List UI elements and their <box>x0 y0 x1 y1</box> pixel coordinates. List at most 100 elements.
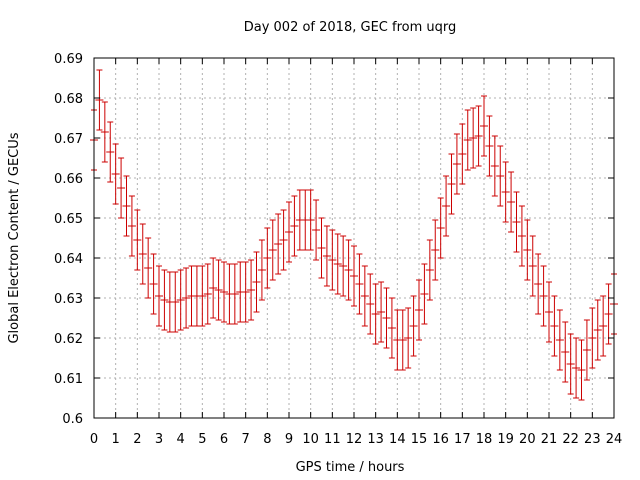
data-point <box>209 257 218 319</box>
x-tick-label: 14 <box>389 432 406 447</box>
data-point <box>507 171 516 233</box>
data-point <box>463 109 472 171</box>
data-point <box>534 253 543 315</box>
data-point <box>415 279 423 341</box>
data-point <box>501 161 510 223</box>
data-point <box>155 265 163 327</box>
data-point <box>398 309 407 371</box>
data-point <box>550 295 559 357</box>
data-point <box>160 269 169 331</box>
x-tick-label: 19 <box>497 432 514 447</box>
y-tick-label: 0.64 <box>54 252 83 267</box>
data-point <box>523 219 532 281</box>
data-point <box>474 105 483 167</box>
data-point <box>572 337 581 399</box>
data-point <box>290 195 299 257</box>
x-tick-label: 2 <box>133 432 141 447</box>
data-point <box>127 195 136 257</box>
data-point <box>539 265 548 327</box>
y-tick-label: 0.67 <box>54 132 83 147</box>
data-point <box>512 191 521 253</box>
data-point <box>106 121 115 183</box>
data-point <box>274 213 283 275</box>
y-tick-label: 0.62 <box>54 332 83 347</box>
y-tick-label: 0.68 <box>54 92 83 107</box>
x-tick-label: 7 <box>242 432 250 447</box>
data-point <box>225 263 234 325</box>
data-point <box>198 265 207 327</box>
x-tick-label: 20 <box>519 432 536 447</box>
data-point <box>111 143 120 205</box>
data-point <box>490 135 499 197</box>
data-point <box>425 239 434 301</box>
data-point <box>117 157 126 219</box>
chart-title: Day 002 of 2018, GEC from uqrg <box>244 20 457 35</box>
data-point <box>545 281 553 343</box>
x-tick-label: 8 <box>263 432 271 447</box>
data-point <box>149 253 158 315</box>
data-point <box>344 239 353 301</box>
data-point <box>604 283 613 345</box>
data-point <box>306 189 315 251</box>
data-point <box>377 281 386 343</box>
data-point <box>528 235 537 297</box>
data-point <box>285 201 293 263</box>
data-point <box>133 209 142 271</box>
data-point <box>360 265 369 327</box>
axis-ticks <box>93 57 615 419</box>
data-point <box>171 271 180 333</box>
x-tick-label: 10 <box>302 432 319 447</box>
data-point <box>458 123 467 185</box>
x-tick-label: 12 <box>346 432 363 447</box>
data-point <box>404 307 413 369</box>
data-point <box>322 225 331 287</box>
x-tick-label: 23 <box>584 432 601 447</box>
data-point <box>436 197 445 259</box>
data-point <box>241 261 250 323</box>
data-point <box>247 259 256 321</box>
x-tick-label: 9 <box>285 432 293 447</box>
y-tick-label: 0.6 <box>62 412 83 427</box>
x-tick-label: 4 <box>177 432 185 447</box>
data-point <box>95 69 104 131</box>
x-tick-label: 13 <box>367 432 384 447</box>
data-point <box>230 263 239 325</box>
y-tick-label: 0.65 <box>54 212 83 227</box>
x-tick-label: 16 <box>432 432 449 447</box>
x-tick-label: 22 <box>562 432 579 447</box>
y-tick-label: 0.66 <box>54 172 83 187</box>
data-point <box>431 219 440 281</box>
data-point <box>263 227 272 289</box>
x-tick-label: 1 <box>112 432 120 447</box>
data-point <box>588 307 597 369</box>
data-point <box>355 253 364 315</box>
x-tick-label: 21 <box>541 432 558 447</box>
x-tick-label: 18 <box>476 432 493 447</box>
data-point <box>577 339 586 401</box>
data-point <box>442 175 451 237</box>
data-point <box>339 235 348 297</box>
data-point <box>214 259 223 321</box>
x-tick-label: 17 <box>454 432 471 447</box>
data-point <box>144 237 153 299</box>
x-tick-label: 3 <box>155 432 163 447</box>
y-tick-labels: 0.6 0.61 0.62 0.63 0.64 0.65 0.66 0.67 0.68 0.69 <box>54 52 83 427</box>
data-point <box>582 319 591 381</box>
data-point <box>366 273 375 335</box>
data-point <box>447 153 456 215</box>
data-point <box>561 321 570 383</box>
data-point <box>182 267 191 329</box>
data-point <box>328 229 337 291</box>
data-point <box>469 107 478 169</box>
data-point <box>317 217 326 279</box>
data-point <box>371 283 380 345</box>
data-point <box>420 263 429 325</box>
data-point <box>100 101 109 163</box>
data-point <box>387 297 396 359</box>
data-point <box>452 133 461 195</box>
data-point <box>409 295 418 357</box>
data-point <box>496 145 505 207</box>
y-tick-label: 0.61 <box>54 372 83 387</box>
data-point <box>485 115 494 177</box>
